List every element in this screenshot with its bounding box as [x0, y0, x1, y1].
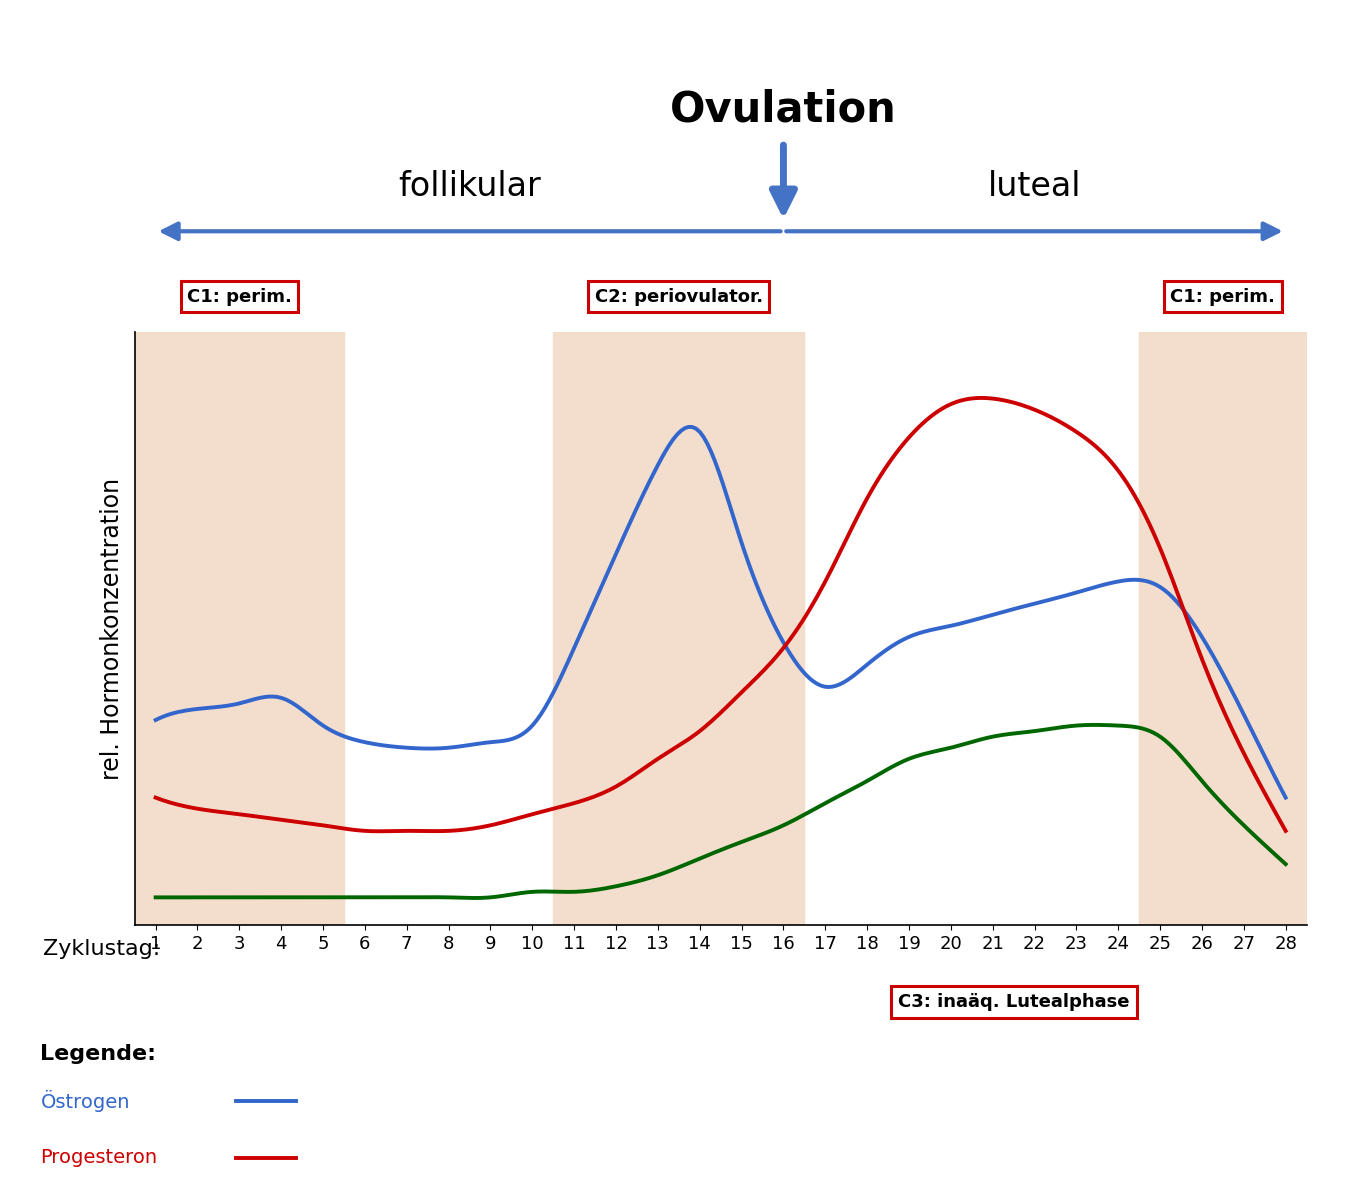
Text: C1: perim.: C1: perim.	[187, 287, 292, 306]
Y-axis label: rel. Hormonkonzentration: rel. Hormonkonzentration	[100, 478, 124, 779]
Text: C1: perim.: C1: perim.	[1171, 287, 1276, 306]
Bar	[135, 332, 343, 925]
Text: Legende:: Legende:	[40, 1044, 156, 1064]
Text: Zyklustag:: Zyklustag:	[43, 939, 160, 959]
Text: luteal: luteal	[987, 170, 1082, 203]
Text: C3: inaäq. Lutealphase: C3: inaäq. Lutealphase	[898, 993, 1129, 1012]
Text: Progesteron: Progesteron	[40, 1148, 158, 1167]
Text: Ovulation: Ovulation	[669, 89, 897, 130]
Text: Östrogen: Östrogen	[40, 1090, 129, 1111]
Bar	[554, 332, 804, 925]
Bar	[1140, 332, 1307, 925]
Text: follikular: follikular	[399, 170, 541, 203]
Text: C2: periovulator.: C2: periovulator.	[595, 287, 762, 306]
